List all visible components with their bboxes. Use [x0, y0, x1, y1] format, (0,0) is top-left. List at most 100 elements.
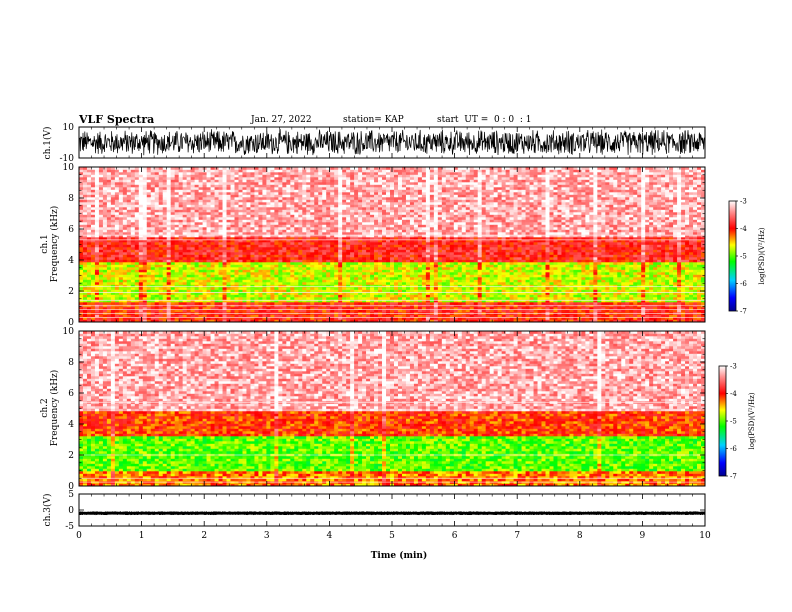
spectrogram-cell: [218, 242, 223, 245]
spectrogram-cell: [326, 194, 331, 198]
spectrogram-cell: [86, 262, 92, 265]
spectrogram-cell: [374, 237, 379, 240]
spectrogram-cell: [258, 214, 263, 218]
spectrogram-cell: [114, 179, 120, 183]
spectrogram-cell: [198, 167, 203, 170]
spectrogram-cell: [250, 257, 255, 260]
spectrogram-cell: [238, 302, 243, 305]
spectrogram-cell: [150, 222, 156, 225]
spectrogram-cell: [86, 212, 92, 215]
spectrogram-cell: [114, 282, 120, 285]
spectrogram-cell: [170, 204, 175, 208]
ch1-waveform-panel: 10-10 ch.1(V): [42, 123, 706, 164]
spectrogram-cell: [174, 297, 179, 300]
spectrogram-cell: [306, 264, 311, 268]
spectrogram-cell: [198, 254, 203, 258]
spectrogram-cell: [194, 307, 199, 310]
spectrogram-cell: [118, 274, 124, 278]
spectrogram-cell: [334, 184, 339, 188]
spectrogram-cell: [170, 169, 175, 173]
spectrogram-cell: [386, 177, 391, 180]
spectrogram-cell: [198, 232, 203, 235]
spectrogram-cell: [246, 187, 251, 190]
spectrogram-cell: [358, 227, 363, 230]
spectrogram-cell: [366, 192, 371, 195]
spectrogram-cell: [182, 197, 187, 200]
spectrogram-cell: [278, 197, 283, 200]
spectrogram-cell: [142, 259, 148, 263]
spectrogram-cell: [170, 319, 175, 323]
spectrogram-cell: [174, 172, 179, 175]
spectrogram-cell: [98, 184, 104, 188]
spectrogram-cell: [178, 267, 183, 270]
spectrogram-cell: [230, 279, 235, 283]
spectrogram-cell: [86, 229, 92, 233]
spectrogram-cell: [98, 284, 104, 288]
spectrogram-cell: [338, 284, 343, 288]
spectrogram-cell: [154, 204, 160, 208]
spectrogram-cell: [226, 292, 231, 295]
spectrogram-cell: [246, 214, 251, 218]
spectrogram-cell: [250, 184, 255, 188]
spectrogram-cell: [302, 232, 307, 235]
spectrogram-cell: [338, 197, 343, 200]
spectrogram-cell: [350, 222, 355, 225]
spectrogram-cell: [110, 219, 116, 223]
spectrogram-cell: [322, 282, 327, 285]
spectrogram-cell: [146, 287, 152, 290]
spectrogram-cell: [246, 307, 251, 310]
spectrogram-cell: [158, 227, 164, 230]
spectrogram-cell: [214, 189, 219, 193]
spectrogram-cell: [342, 247, 347, 250]
spectrogram-cell: [170, 299, 175, 303]
spectrogram-cell: [393, 252, 399, 255]
spectrogram-cell: [298, 172, 303, 175]
spectrogram-cell: [390, 214, 395, 218]
spectrogram-cell: [322, 269, 327, 273]
spectrogram-cell: [254, 184, 259, 188]
spectrogram-cell: [358, 189, 363, 193]
spectrogram-cell: [246, 167, 251, 170]
spectrogram-cell: [334, 239, 339, 243]
spectrogram-cell: [190, 227, 195, 230]
spectrogram-cell: [174, 232, 179, 235]
spectrogram-cell: [386, 239, 391, 243]
spectrogram-cell: [382, 279, 387, 283]
spectrogram-cell: [378, 172, 383, 175]
spectrogram-cell: [226, 242, 231, 245]
spectrogram-cell: [306, 267, 311, 270]
spectrogram-cell: [110, 212, 116, 215]
spectrogram-cell: [393, 199, 399, 203]
spectrogram-cell: [374, 194, 379, 198]
spectrogram-cell: [242, 282, 247, 285]
spectrogram-cell: [278, 287, 283, 290]
spectrogram-cell: [306, 284, 311, 288]
spectrogram-cell: [90, 222, 96, 225]
spectrogram-cell: [82, 264, 88, 268]
spectrogram-cell: [278, 224, 283, 228]
spectrogram-cell: [110, 244, 116, 248]
spectrogram-cell: [146, 234, 152, 238]
spectrogram-cell: [202, 182, 207, 185]
spectrogram-cell: [126, 184, 132, 188]
spectrogram-cell: [146, 267, 152, 270]
spectrogram-cell: [110, 264, 116, 268]
spectrogram-cell: [90, 247, 96, 250]
spectrogram-cell: [206, 189, 211, 193]
spectrogram-cell: [266, 269, 271, 273]
spectrogram-cell: [370, 207, 375, 210]
spectrogram-cell: [350, 172, 355, 175]
spectrogram-cell: [170, 264, 175, 268]
spectrogram-cell: [90, 227, 96, 230]
spectrogram-cell: [134, 242, 140, 245]
spectrogram-cell: [342, 249, 347, 253]
spectrogram-cell: [266, 299, 271, 303]
spectrogram-cell: [210, 222, 215, 225]
spectrogram-cell: [79, 194, 84, 198]
spectrogram-cell: [294, 187, 299, 190]
spectrogram-cell: [393, 317, 399, 320]
spectrogram-cell: [374, 267, 379, 270]
spectrogram-cell: [110, 167, 116, 170]
spectrogram-cell: [270, 292, 275, 295]
spectrogram-cell: [82, 302, 88, 305]
